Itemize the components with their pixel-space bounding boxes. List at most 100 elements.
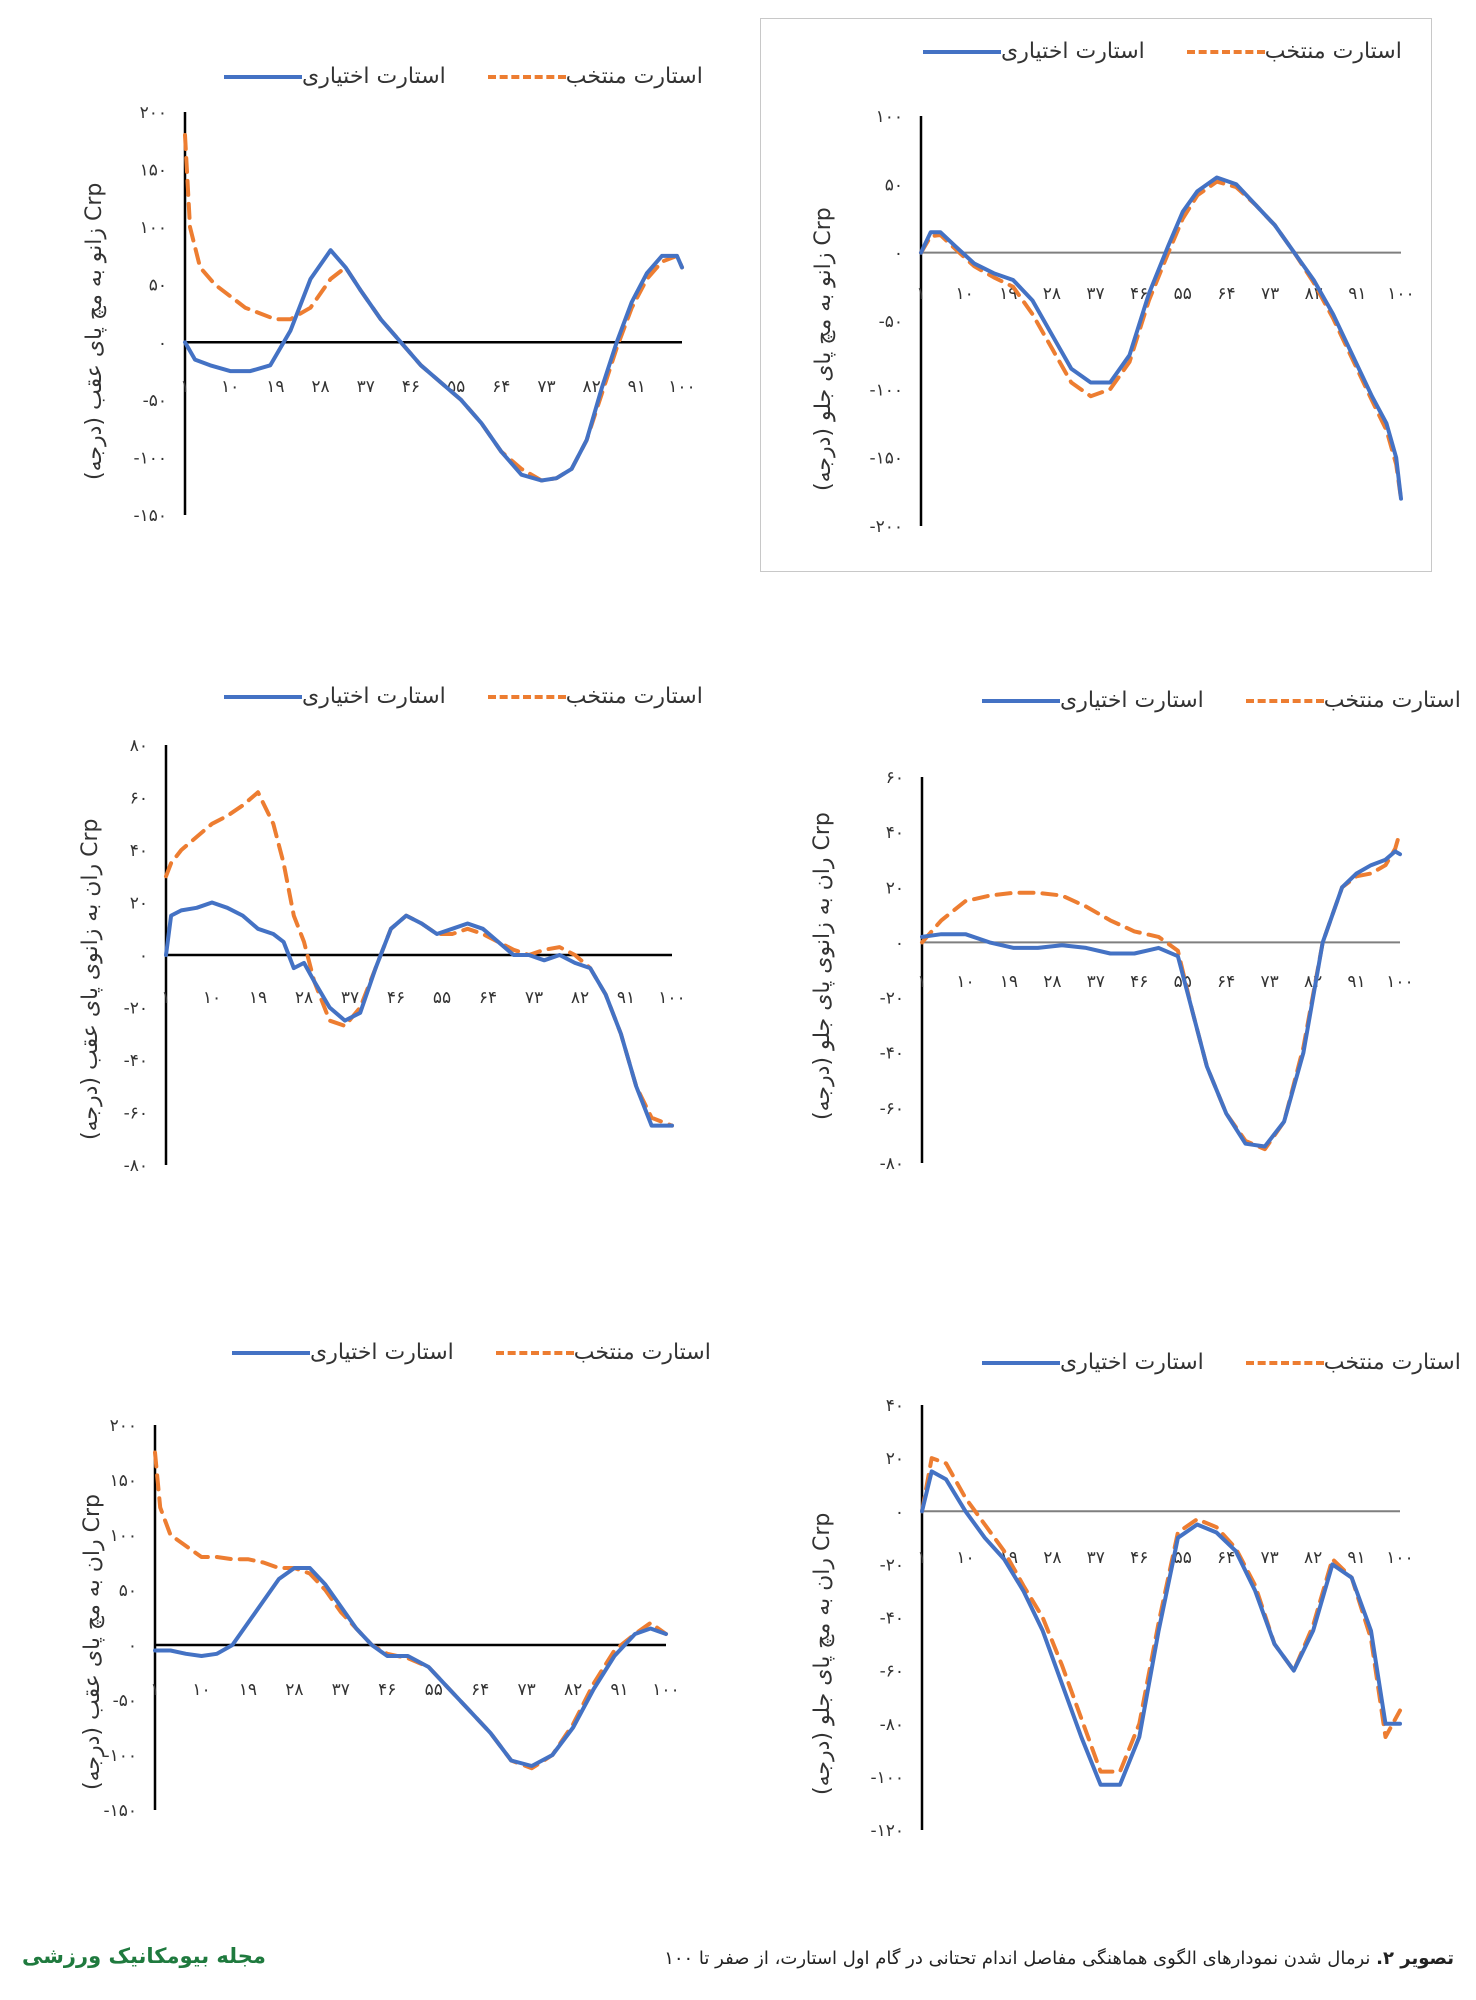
legend-item-voluntary: استارت اختیاری [216,684,446,709]
y-tick-label: -۲۰ [880,989,904,1009]
y-tick-label: -۶۰ [880,1662,904,1682]
chart-legend: استارت منتخب استارت اختیاری [190,1340,711,1365]
y-tick-label: ۲۰۰ [140,103,167,123]
x-tick-label: ۱۹ [1000,972,1018,992]
series-voluntary-line [164,900,674,1128]
y-tick-label: ۰ [158,333,167,353]
y-tick-label: -۱۰۰ [133,448,167,468]
x-tick-label: ۵۵ [1174,284,1192,304]
series-voluntary-line [153,1566,668,1768]
chart-legend: استارت منتخب استارت اختیاری [182,684,703,709]
y-axis-label: Crp ران به مچ پای جلو (درجه) [810,1512,835,1795]
y-tick-label: ۲۰۰ [110,1416,137,1436]
chart-panel-tl: ۲۰۰ ۱۵۰ ۱۰۰ ۵۰ ۰ -۵۰ -۱۰۰ -۱۵۰ ۱ ۱۰ ۱۹ ۲۸ ۳۷ ۴۶ ۵۵ ۶۴ ۷۳… [20,30,720,550]
chart-legend: استارت منتخب استارت اختیاری [940,1350,1461,1375]
legend-item-elite: استارت منتخب [1238,1350,1461,1375]
legend-item-elite: استارت منتخب [480,64,703,89]
legend-swatch-dashed [1245,698,1324,703]
x-tick-label: ۸۲ [1304,1548,1322,1568]
x-tick-label: ۷۳ [1261,284,1279,304]
chart-panel-bl: ۲۰۰ ۱۵۰ ۱۰۰ ۵۰ ۰ -۵۰ -۱۰۰ -۱۵۰ ۱ ۱۰ ۱۹ ۲۸ ۳۷ ۴۶ ۵۵ ۶۴ ۷۳… [20,1320,720,1840]
legend-label: استارت اختیاری [302,684,446,709]
y-tick-label: ۶۰ [130,789,148,809]
chart-svg-bl: ۲۰۰ ۱۵۰ ۱۰۰ ۵۰ ۰ -۵۰ -۱۰۰ -۱۵۰ ۱ ۱۰ ۱۹ ۲۸ ۳۷ ۴۶ ۵۵ ۶۴ ۷۳… [103,1416,679,1821]
journal-name: مجله بیومکانیک ورزشی [22,1944,266,1968]
y-tick-label: -۵۰ [143,391,167,411]
legend-item-elite: استارت منتخب [1179,39,1402,64]
legend-label: استارت اختیاری [1001,39,1145,64]
y-tick-label: -۸۰ [124,1156,148,1176]
x-tick-label: ۳۷ [332,1680,350,1700]
y-axis-label: Crp ران به زانوی پای عقب (درجه) [78,818,103,1140]
legend-swatch-solid [232,1350,310,1355]
legend-swatch-solid [224,694,302,699]
x-tick-label: ۳۷ [341,988,359,1008]
y-tick-label: ۱۰۰ [110,1526,137,1546]
y-tick-label: -۶۰ [880,1099,904,1119]
legend-swatch-solid [923,49,1001,54]
y-tick-label: ۰ [128,1636,137,1656]
x-tick-label: ۹۱ [610,1680,628,1700]
legend-swatch-dashed [487,694,566,699]
y-tick-label: ۴۰ [886,1396,904,1416]
y-tick-label: ۲۰ [130,894,148,914]
legend-swatch-dashed [1186,49,1265,54]
x-tick-label: ۶۴ [479,988,497,1008]
x-tick-label: ۱۹ [266,377,284,397]
legend-label: استارت منتخب [1323,688,1461,713]
y-tick-label: ۰ [895,1502,904,1522]
x-tick-label: ۹۱ [1347,972,1365,992]
series-elite-line [164,790,674,1128]
x-tick-label: ۷۳ [1261,1548,1279,1568]
legend-item-voluntary: استارت اختیاری [974,1350,1204,1375]
chart-legend: استارت منتخب استارت اختیاری [881,39,1402,64]
x-tick-label: ۷۳ [525,988,543,1008]
x-tick-label: ۷۳ [537,377,555,397]
y-tick-label: -۱۵۰ [869,449,903,469]
legend-swatch-dashed [495,1350,574,1355]
chart-legend: استارت منتخب استارت اختیاری [182,64,703,89]
legend-label: استارت اختیاری [1060,688,1204,713]
x-tick-label: ۴۶ [378,1680,396,1700]
x-tick-label: ۲۸ [311,377,329,397]
series-voluntary-line [920,849,1402,1149]
y-tick-label: -۶۰ [124,1104,148,1124]
y-tick-label: -۱۵۰ [133,506,167,526]
y-tick-label: ۶۰ [886,768,904,788]
x-tick-label: ۱۰ [956,1548,974,1568]
legend-label: استارت منتخب [573,1340,711,1365]
x-tick-label: ۵۵ [425,1680,443,1700]
legend-item-elite: استارت منتخب [480,684,703,709]
x-tick-label: ۲۸ [285,1680,303,1700]
chart-svg-ml: ۸۰ ۶۰ ۴۰ ۲۰ ۰ -۲۰ -۴۰ -۶۰ -۸۰ ۱ ۱۰ ۱۹ ۲۸ ۳۷ ۴۶ ۵۵ ۶۴ ۷۳ ۸۲… [124,736,686,1176]
y-tick-label: ۵۰ [119,1581,137,1601]
chart-panel-mr: ۶۰ ۴۰ ۲۰ ۰ -۲۰ -۴۰ -۶۰ -۸۰ ۱ ۱۰ ۱۹ ۲۸ ۳۷ ۴۶ ۵۵ ۶۴ ۷۳ ۸۲ ۹۱… [760,670,1461,1190]
x-tick-label: ۴۶ [402,377,420,397]
x-tick-label: ۳۷ [1087,1548,1105,1568]
legend-item-voluntary: استارت اختیاری [915,39,1145,64]
y-tick-label: -۸۰ [880,1154,904,1174]
x-tick-label: ۹۱ [1348,284,1366,304]
legend-label: استارت منتخب [1264,39,1402,64]
y-tick-label: ۰ [139,946,148,966]
chart-panel-ml: ۸۰ ۶۰ ۴۰ ۲۰ ۰ -۲۰ -۴۰ -۶۰ -۸۰ ۱ ۱۰ ۱۹ ۲۸ ۳۷ ۴۶ ۵۵ ۶۴ ۷۳ ۸۲… [20,660,720,1180]
x-tick-label: ۱۰۰ [1386,972,1413,992]
series-elite-line [183,133,684,483]
figure-caption: تصویر ۲. نرمال شدن نمودارهای الگوی هماهن… [664,1948,1454,1969]
chart-panel-tr: ۱۰۰ ۵۰ ۰ -۵۰ -۱۰۰ -۱۵۰ -۲۰۰ ۱ ۱۰ ۱۹ ۲۸ ۳۷ ۴۶ ۵۵ ۶۴ ۷۳ ۸۲… [760,18,1432,572]
y-tick-label: -۸۰ [880,1715,904,1735]
x-tick-label: ۹۱ [617,988,635,1008]
series-elite-line [920,830,1402,1152]
y-tick-label: -۱۵۰ [103,1801,137,1821]
x-tick-label: ۳۷ [1087,972,1105,992]
x-tick-label: ۳۷ [1086,284,1104,304]
y-tick-label: ۱۰۰ [140,218,167,238]
legend-swatch-dashed [1245,1360,1324,1365]
y-tick-label: ۱۵۰ [140,161,167,181]
y-axis-label: Crp ران به زانوی پای جلو (درجه) [810,812,835,1120]
legend-label: استارت منتخب [565,684,703,709]
x-tick-label: ۱۰ [956,972,974,992]
x-tick-label: ۱ [161,988,170,1008]
x-tick-label: ۱ [180,377,189,397]
